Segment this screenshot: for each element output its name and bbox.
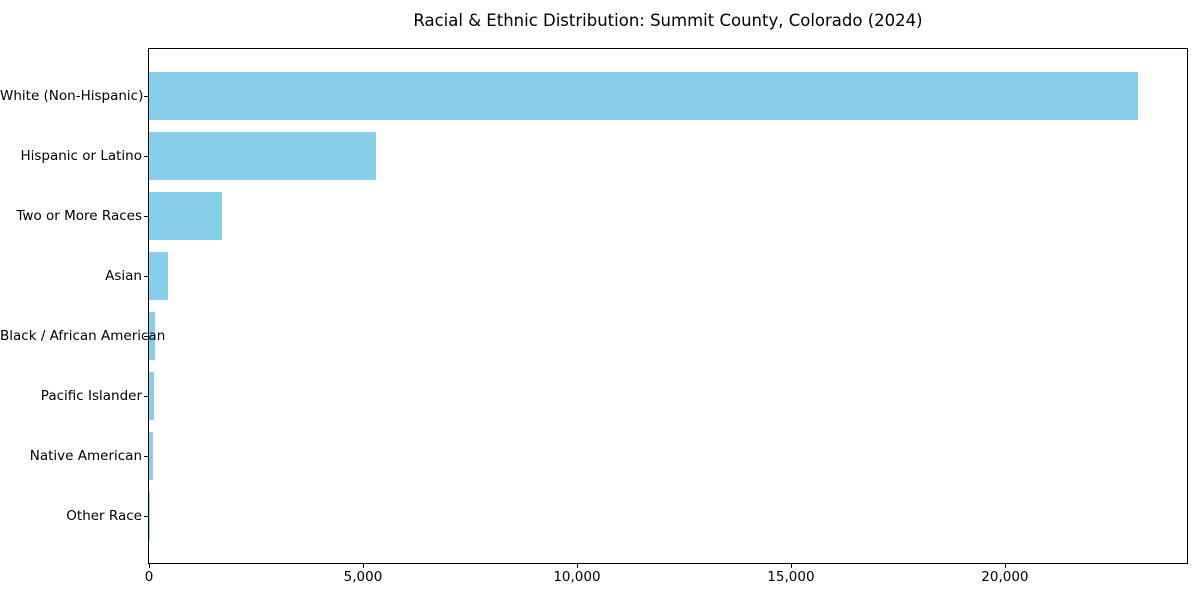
y-tick-label-other-race: Other Race [66, 507, 142, 524]
y-tick-label-native-american: Native American [29, 447, 142, 464]
x-tick-label: 5,000 [343, 569, 383, 585]
x-tick-mark [362, 564, 364, 568]
bar-hispanic-or-latino [149, 132, 376, 181]
x-tick-label: 10,000 [553, 569, 601, 585]
x-tick-label: 20,000 [981, 569, 1029, 585]
y-tick-label-hispanic-or-latino: Hispanic or Latino [20, 148, 142, 165]
y-tick-label-pacific-islander: Pacific Islander [40, 387, 142, 404]
y-tick-mark [144, 455, 148, 457]
y-tick-label-two-or-more-races: Two or More Races [16, 208, 142, 225]
bar-black-african-american [149, 311, 156, 360]
x-tick-mark [149, 564, 150, 568]
bar-other-race [149, 491, 150, 540]
x-tick-label: 15,000 [767, 569, 815, 585]
y-tick-label-asian: Asian [105, 268, 142, 285]
bar-asian [149, 252, 169, 301]
x-tick-mark [576, 564, 578, 568]
y-tick-mark [144, 156, 148, 158]
bar-native-american [149, 431, 153, 480]
x-tick-mark [790, 564, 792, 568]
y-tick-mark [144, 395, 148, 397]
y-tick-mark [144, 515, 148, 517]
x-tick-mark [1004, 564, 1006, 568]
y-tick-mark [144, 276, 148, 278]
y-tick-mark [144, 216, 148, 218]
y-tick-label-white-non-hispanic: White (Non-Hispanic) [0, 88, 144, 105]
plot-area [148, 48, 1188, 564]
y-tick-label-black-african-american: Black / African American [0, 327, 166, 344]
y-tick-mark [144, 335, 148, 337]
bar-two-or-more-races [149, 192, 222, 241]
x-tick-label: 0 [144, 569, 154, 585]
bar-white-non-hispanic [149, 72, 1138, 121]
y-tick-mark [144, 96, 148, 98]
chart-title: Racial & Ethnic Distribution: Summit Cou… [413, 11, 923, 30]
bar-pacific-islander [149, 371, 155, 420]
